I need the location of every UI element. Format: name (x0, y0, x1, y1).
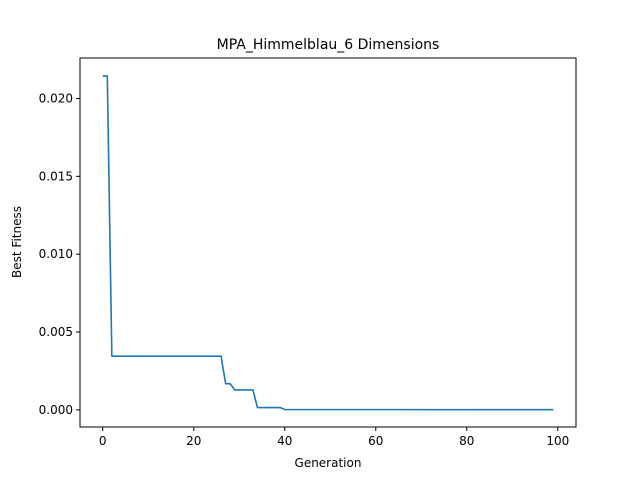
x-tick-label: 100 (546, 434, 569, 448)
y-axis-ticks: 0.000 0.005 0.010 0.015 0.020 (39, 91, 80, 417)
chart-title: MPA_Himmelblau_6 Dimensions (217, 37, 440, 53)
x-tick-label: 80 (459, 434, 474, 448)
series-layer (102, 75, 554, 411)
plot-frame (79, 57, 577, 428)
y-tick-label: 0.015 (39, 169, 73, 183)
x-tick-label: 20 (186, 434, 201, 448)
y-tick-label: 0.005 (39, 325, 73, 339)
x-axis-ticks: 0 20 40 60 80 100 (99, 427, 569, 448)
y-tick-label: 0.020 (39, 91, 73, 105)
x-tick-label: 60 (368, 434, 383, 448)
y-tick-label: 0.010 (39, 247, 73, 261)
y-tick-label: 0.000 (39, 403, 73, 417)
y-axis-label: Best Fitness (10, 206, 24, 278)
x-tick-label: 0 (99, 434, 107, 448)
series-line (102, 75, 554, 411)
x-tick-label: 40 (277, 434, 292, 448)
x-axis-label: Generation (295, 456, 362, 470)
